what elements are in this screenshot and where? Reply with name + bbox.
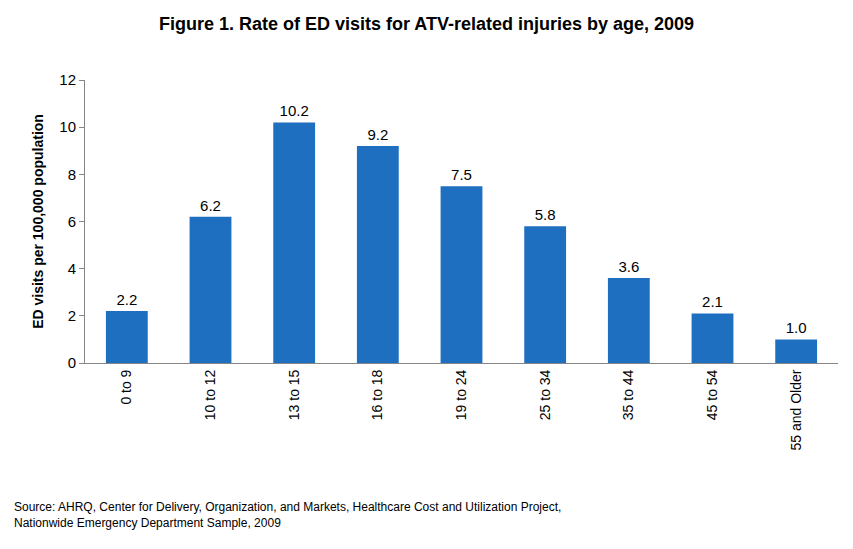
svg-text:16 to 18: 16 to 18 (369, 369, 385, 420)
svg-text:6.2: 6.2 (200, 197, 221, 214)
svg-text:10 to 12: 10 to 12 (202, 369, 218, 420)
svg-text:4: 4 (68, 260, 76, 277)
svg-text:9.2: 9.2 (367, 126, 388, 143)
svg-text:6: 6 (68, 213, 76, 230)
svg-text:2.1: 2.1 (702, 293, 723, 310)
svg-text:55 and Older: 55 and Older (788, 369, 804, 450)
svg-text:1.0: 1.0 (786, 319, 807, 336)
svg-text:5.8: 5.8 (535, 206, 556, 223)
svg-text:0: 0 (68, 354, 76, 371)
svg-text:25 to 34: 25 to 34 (537, 369, 553, 420)
svg-text:7.5: 7.5 (451, 166, 472, 183)
svg-text:Source: AHRQ, Center for Deliv: Source: AHRQ, Center for Delivery, Organ… (14, 500, 561, 530)
svg-text:2: 2 (68, 307, 76, 324)
svg-text:10.2: 10.2 (280, 102, 309, 119)
svg-text:19 to 24: 19 to 24 (453, 369, 469, 420)
svg-text:35 to 44: 35 to 44 (620, 369, 636, 420)
svg-text:0 to 9: 0 to 9 (118, 369, 134, 404)
svg-text:ED visits per 100,000 populati: ED visits per 100,000 population (30, 114, 46, 329)
svg-text:45 to 54: 45 to 54 (704, 369, 720, 420)
svg-text:3.6: 3.6 (618, 258, 639, 275)
svg-text:8: 8 (68, 166, 76, 183)
svg-text:Figure 1. Rate of ED visits fo: Figure 1. Rate of ED visits for ATV-rela… (159, 14, 694, 34)
svg-text:2.2: 2.2 (116, 291, 137, 308)
svg-text:12: 12 (59, 71, 76, 88)
svg-text:10: 10 (59, 118, 76, 135)
svg-text:13 to 15: 13 to 15 (286, 369, 302, 420)
